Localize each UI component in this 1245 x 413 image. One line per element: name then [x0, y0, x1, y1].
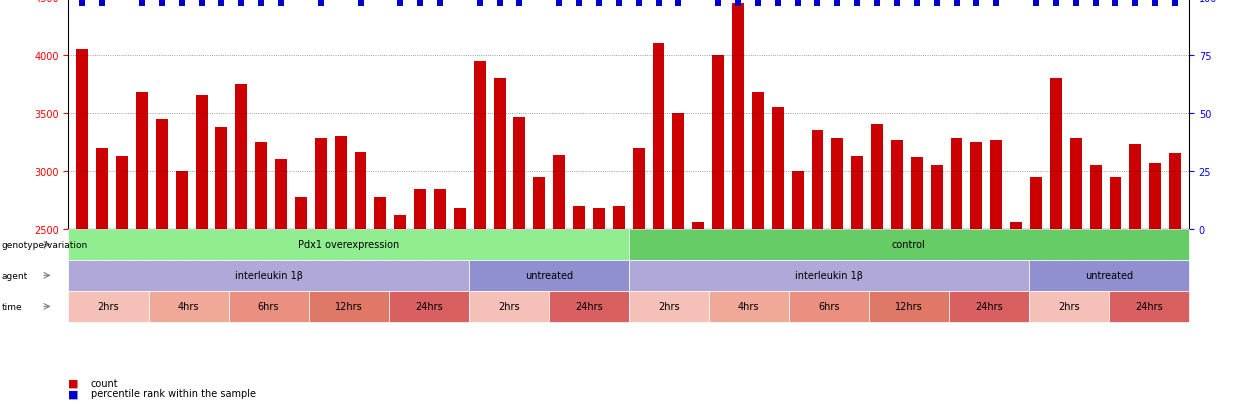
Bar: [1069, 139, 1082, 229]
Text: 2hrs: 2hrs: [498, 301, 519, 312]
Text: 2hrs: 2hrs: [657, 301, 680, 312]
Bar: [1149, 163, 1162, 229]
Bar: [375, 198, 386, 229]
Text: interleukin 1β: interleukin 1β: [794, 271, 863, 281]
Bar: [136, 93, 148, 229]
Text: 2hrs: 2hrs: [97, 301, 120, 312]
Text: untreated: untreated: [524, 271, 573, 281]
Text: 2hrs: 2hrs: [1058, 301, 1079, 312]
Text: percentile rank within the sample: percentile rank within the sample: [91, 389, 256, 399]
Bar: [1129, 145, 1142, 229]
Bar: [1050, 79, 1062, 229]
Bar: [493, 79, 505, 229]
Bar: [1010, 222, 1022, 229]
Text: 24hrs: 24hrs: [1135, 301, 1163, 312]
Bar: [792, 171, 803, 229]
Bar: [176, 171, 188, 229]
Text: Pdx1 overexpression: Pdx1 overexpression: [298, 240, 400, 250]
Text: interleukin 1β: interleukin 1β: [234, 271, 303, 281]
Bar: [593, 209, 605, 229]
Bar: [435, 190, 446, 229]
Bar: [891, 140, 903, 229]
Text: ■: ■: [68, 378, 78, 388]
Bar: [76, 50, 88, 229]
Bar: [415, 190, 426, 229]
Bar: [1169, 154, 1182, 229]
Bar: [672, 114, 685, 229]
Bar: [872, 125, 883, 229]
Text: 24hrs: 24hrs: [575, 301, 603, 312]
Bar: [1089, 166, 1102, 229]
Bar: [275, 160, 288, 229]
Bar: [553, 155, 565, 229]
Text: 6hrs: 6hrs: [818, 301, 839, 312]
Bar: [852, 157, 863, 229]
Text: time: time: [1, 302, 22, 311]
Bar: [732, 4, 745, 229]
Text: 6hrs: 6hrs: [258, 301, 279, 312]
Text: 24hrs: 24hrs: [415, 301, 442, 312]
Bar: [1109, 177, 1122, 229]
Bar: [990, 140, 1002, 229]
Bar: [255, 142, 268, 229]
Bar: [215, 128, 228, 229]
Text: 4hrs: 4hrs: [178, 301, 199, 312]
Text: count: count: [91, 378, 118, 388]
Bar: [632, 148, 645, 229]
Bar: [395, 215, 406, 229]
Bar: [513, 118, 525, 229]
Bar: [195, 96, 208, 229]
Bar: [832, 139, 843, 229]
Bar: [156, 119, 168, 229]
Text: 4hrs: 4hrs: [738, 301, 759, 312]
Bar: [235, 85, 248, 229]
Text: untreated: untreated: [1084, 271, 1133, 281]
Bar: [752, 93, 764, 229]
Text: 24hrs: 24hrs: [975, 301, 1002, 312]
Bar: [970, 142, 982, 229]
Bar: [335, 137, 346, 229]
Bar: [355, 153, 366, 229]
Bar: [315, 139, 326, 229]
Bar: [931, 166, 942, 229]
Bar: [573, 206, 585, 229]
Bar: [692, 222, 705, 229]
Bar: [911, 157, 923, 229]
Text: ■: ■: [68, 389, 78, 399]
Bar: [712, 56, 725, 229]
Bar: [295, 198, 306, 229]
Bar: [812, 131, 823, 229]
Text: agent: agent: [1, 271, 27, 280]
Text: genotype/variation: genotype/variation: [1, 240, 87, 249]
Bar: [96, 148, 108, 229]
Bar: [474, 62, 486, 229]
Text: 12hrs: 12hrs: [895, 301, 923, 312]
Bar: [1030, 177, 1042, 229]
Text: 12hrs: 12hrs: [335, 301, 362, 312]
Bar: [652, 44, 665, 229]
Bar: [772, 108, 783, 229]
Bar: [454, 209, 466, 229]
Bar: [533, 177, 545, 229]
Bar: [951, 139, 962, 229]
Bar: [116, 157, 128, 229]
Text: control: control: [891, 240, 926, 250]
Bar: [613, 206, 625, 229]
